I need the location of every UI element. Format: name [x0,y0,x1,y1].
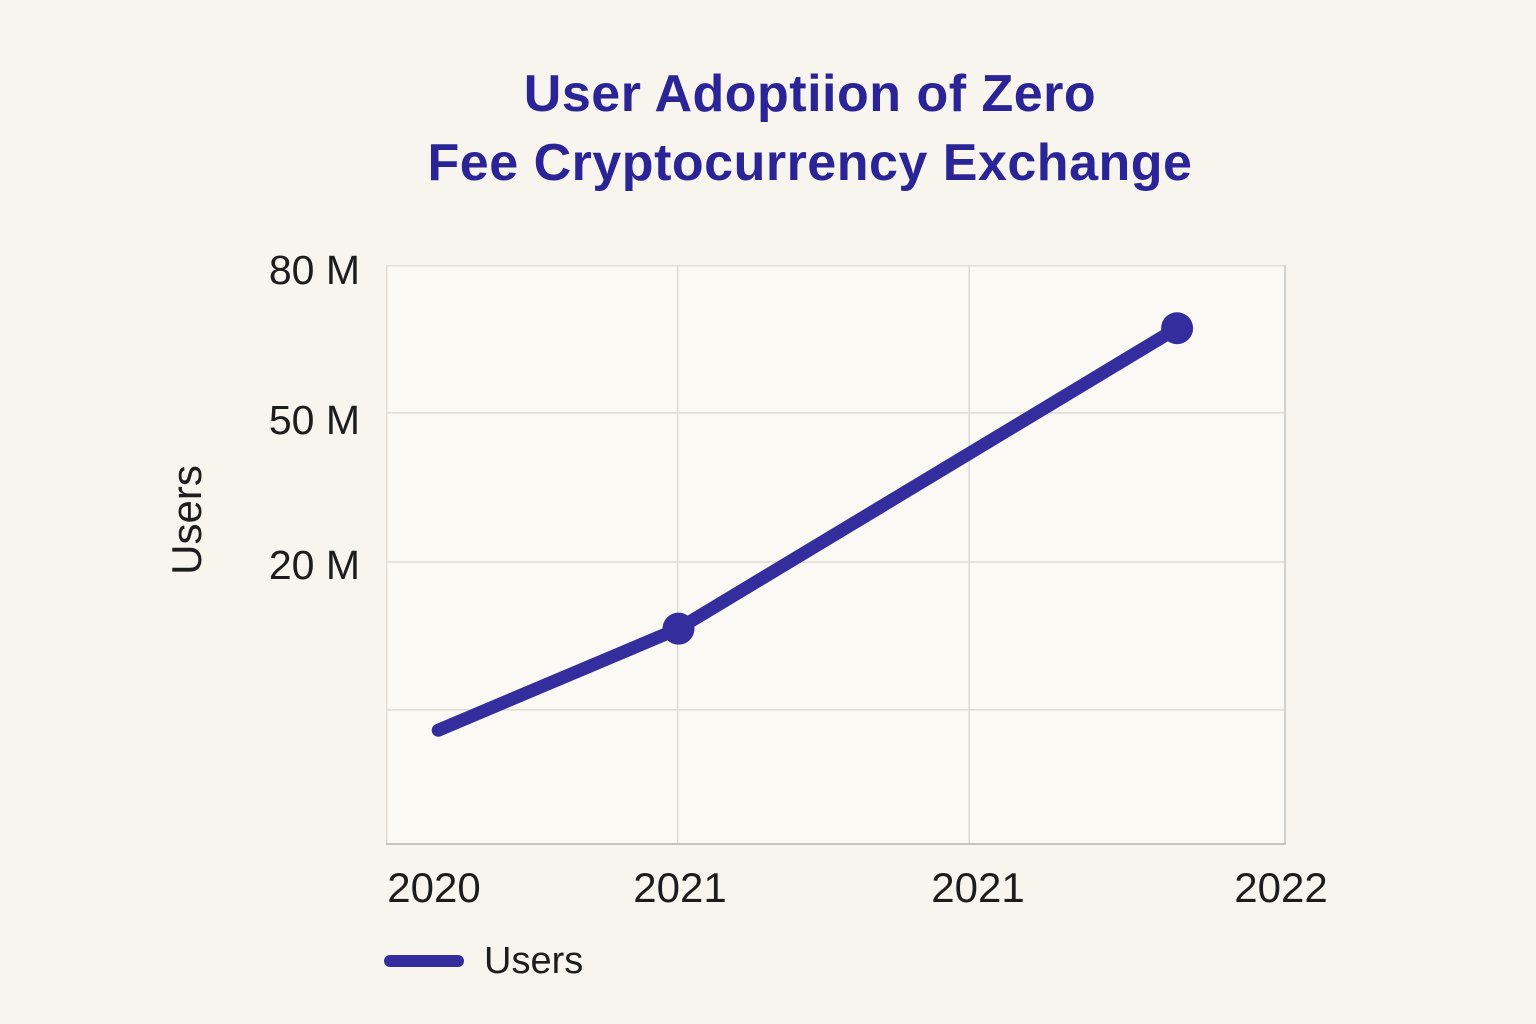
chart-title-line-2: Fee Cryptocurrency Exchange [427,134,1193,192]
chart-title: User Adoptiion of Zero Fee Cryptocurrenc… [42,60,1536,198]
data-point-2021-1 [662,612,695,645]
data-point-2022-2 [1161,312,1194,345]
plot-svg [386,265,1286,845]
legend-line-swatch [384,955,464,967]
chart-title-line-1: User Adoptiion of Zero [523,65,1097,123]
y-axis-title: Users [163,465,210,575]
x-tick-2022: 2022 [1234,864,1328,911]
x-tick-2021-b: 2021 [931,864,1025,911]
legend-label-users: Users [484,940,584,982]
y-tick-50m: 50 M [268,397,360,443]
plot-area [386,265,1286,845]
y-tick-20m: 20 M [268,542,360,588]
legend: Users [384,938,583,984]
series-line-users [431,321,1184,737]
y-tick-80m: 80 M [268,247,360,293]
x-tick-2020: 2020 [387,864,481,911]
x-tick-2021-a: 2021 [633,864,727,911]
